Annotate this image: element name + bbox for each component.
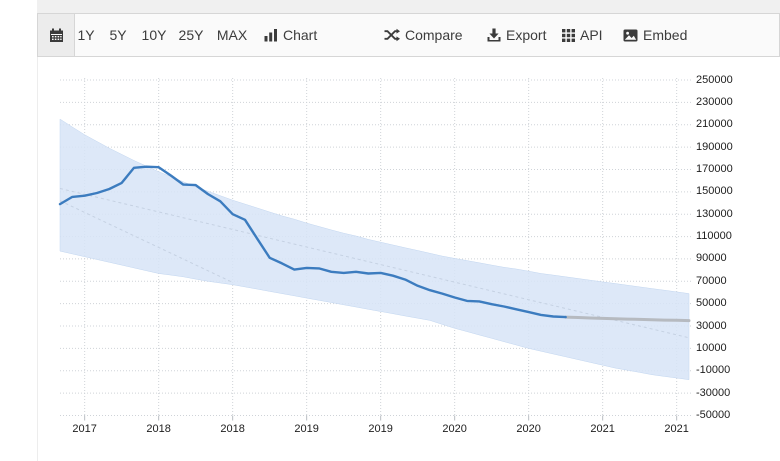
- y-axis-label: 110000: [696, 230, 732, 243]
- chart-toolbar: 1Y 5Y 10Y 25Y MAX Chart Compare: [37, 13, 780, 57]
- compare-label: Compare: [405, 27, 463, 43]
- chart-type-button[interactable]: Chart: [264, 14, 317, 56]
- chart-plot-area[interactable]: [60, 78, 689, 416]
- export-button[interactable]: Export: [487, 14, 546, 56]
- history-line: [58, 165, 567, 319]
- x-axis-label: 2021: [590, 423, 615, 435]
- y-axis-label: 10000: [696, 341, 727, 354]
- trend-line-steep: [59, 200, 233, 283]
- export-label: Export: [506, 27, 547, 43]
- page-top-strip: [37, 0, 780, 13]
- x-axis-label: 2020: [442, 423, 467, 435]
- range-button-25y[interactable]: 25Y: [174, 14, 208, 56]
- y-axis-label: 250000: [696, 73, 733, 86]
- range-button-5y[interactable]: 5Y: [101, 14, 135, 56]
- api-button[interactable]: API: [562, 14, 603, 56]
- range-label: 1Y: [77, 27, 95, 43]
- confidence-band: [59, 118, 690, 380]
- y-axis-label: 90000: [696, 252, 727, 265]
- y-axis-label: 170000: [696, 162, 733, 175]
- embed-button[interactable]: Embed: [623, 14, 687, 56]
- y-axis-label: 70000: [696, 274, 727, 287]
- range-label: 25Y: [178, 27, 204, 43]
- calendar-button[interactable]: [38, 14, 75, 56]
- download-icon: [487, 28, 501, 42]
- y-axis-label: -30000: [696, 386, 731, 399]
- api-label: API: [580, 27, 603, 43]
- shuffle-icon: [384, 28, 400, 42]
- y-axis-label: 150000: [696, 185, 733, 198]
- x-axis-label: 2021: [664, 423, 689, 435]
- range-button-10y[interactable]: 10Y: [137, 14, 171, 56]
- x-axis-label: 2018: [146, 423, 171, 435]
- y-axis-label: 30000: [696, 319, 727, 332]
- range-button-1y[interactable]: 1Y: [69, 14, 103, 56]
- range-label: 10Y: [141, 27, 167, 43]
- grid-icon: [562, 28, 575, 42]
- range-label: MAX: [216, 27, 248, 43]
- calendar-icon: [49, 28, 64, 43]
- range-label: 5Y: [109, 27, 127, 43]
- image-icon: [623, 29, 638, 42]
- x-axis-label: 2020: [516, 423, 541, 435]
- range-button-max[interactable]: MAX: [215, 14, 249, 56]
- y-axis-label: 190000: [696, 140, 733, 153]
- x-axis-label: 2019: [368, 423, 393, 435]
- x-axis-label: 2017: [72, 423, 97, 435]
- forecast-line: [564, 315, 691, 323]
- y-axis-label: 130000: [696, 207, 733, 220]
- x-axis-label: 2018: [220, 423, 245, 435]
- embed-label: Embed: [643, 27, 688, 43]
- y-axis-label: 230000: [696, 95, 733, 108]
- x-axis-label: 2019: [294, 423, 319, 435]
- chart-type-label: Chart: [283, 27, 318, 43]
- y-axis-label: -10000: [696, 364, 731, 377]
- compare-button[interactable]: Compare: [384, 14, 463, 56]
- y-axis-label: -50000: [696, 409, 731, 421]
- y-axis-label: 50000: [696, 297, 727, 310]
- chart-container-left-border: [37, 57, 38, 461]
- y-axis-label: 210000: [696, 118, 733, 131]
- bar-chart-icon: [264, 28, 278, 42]
